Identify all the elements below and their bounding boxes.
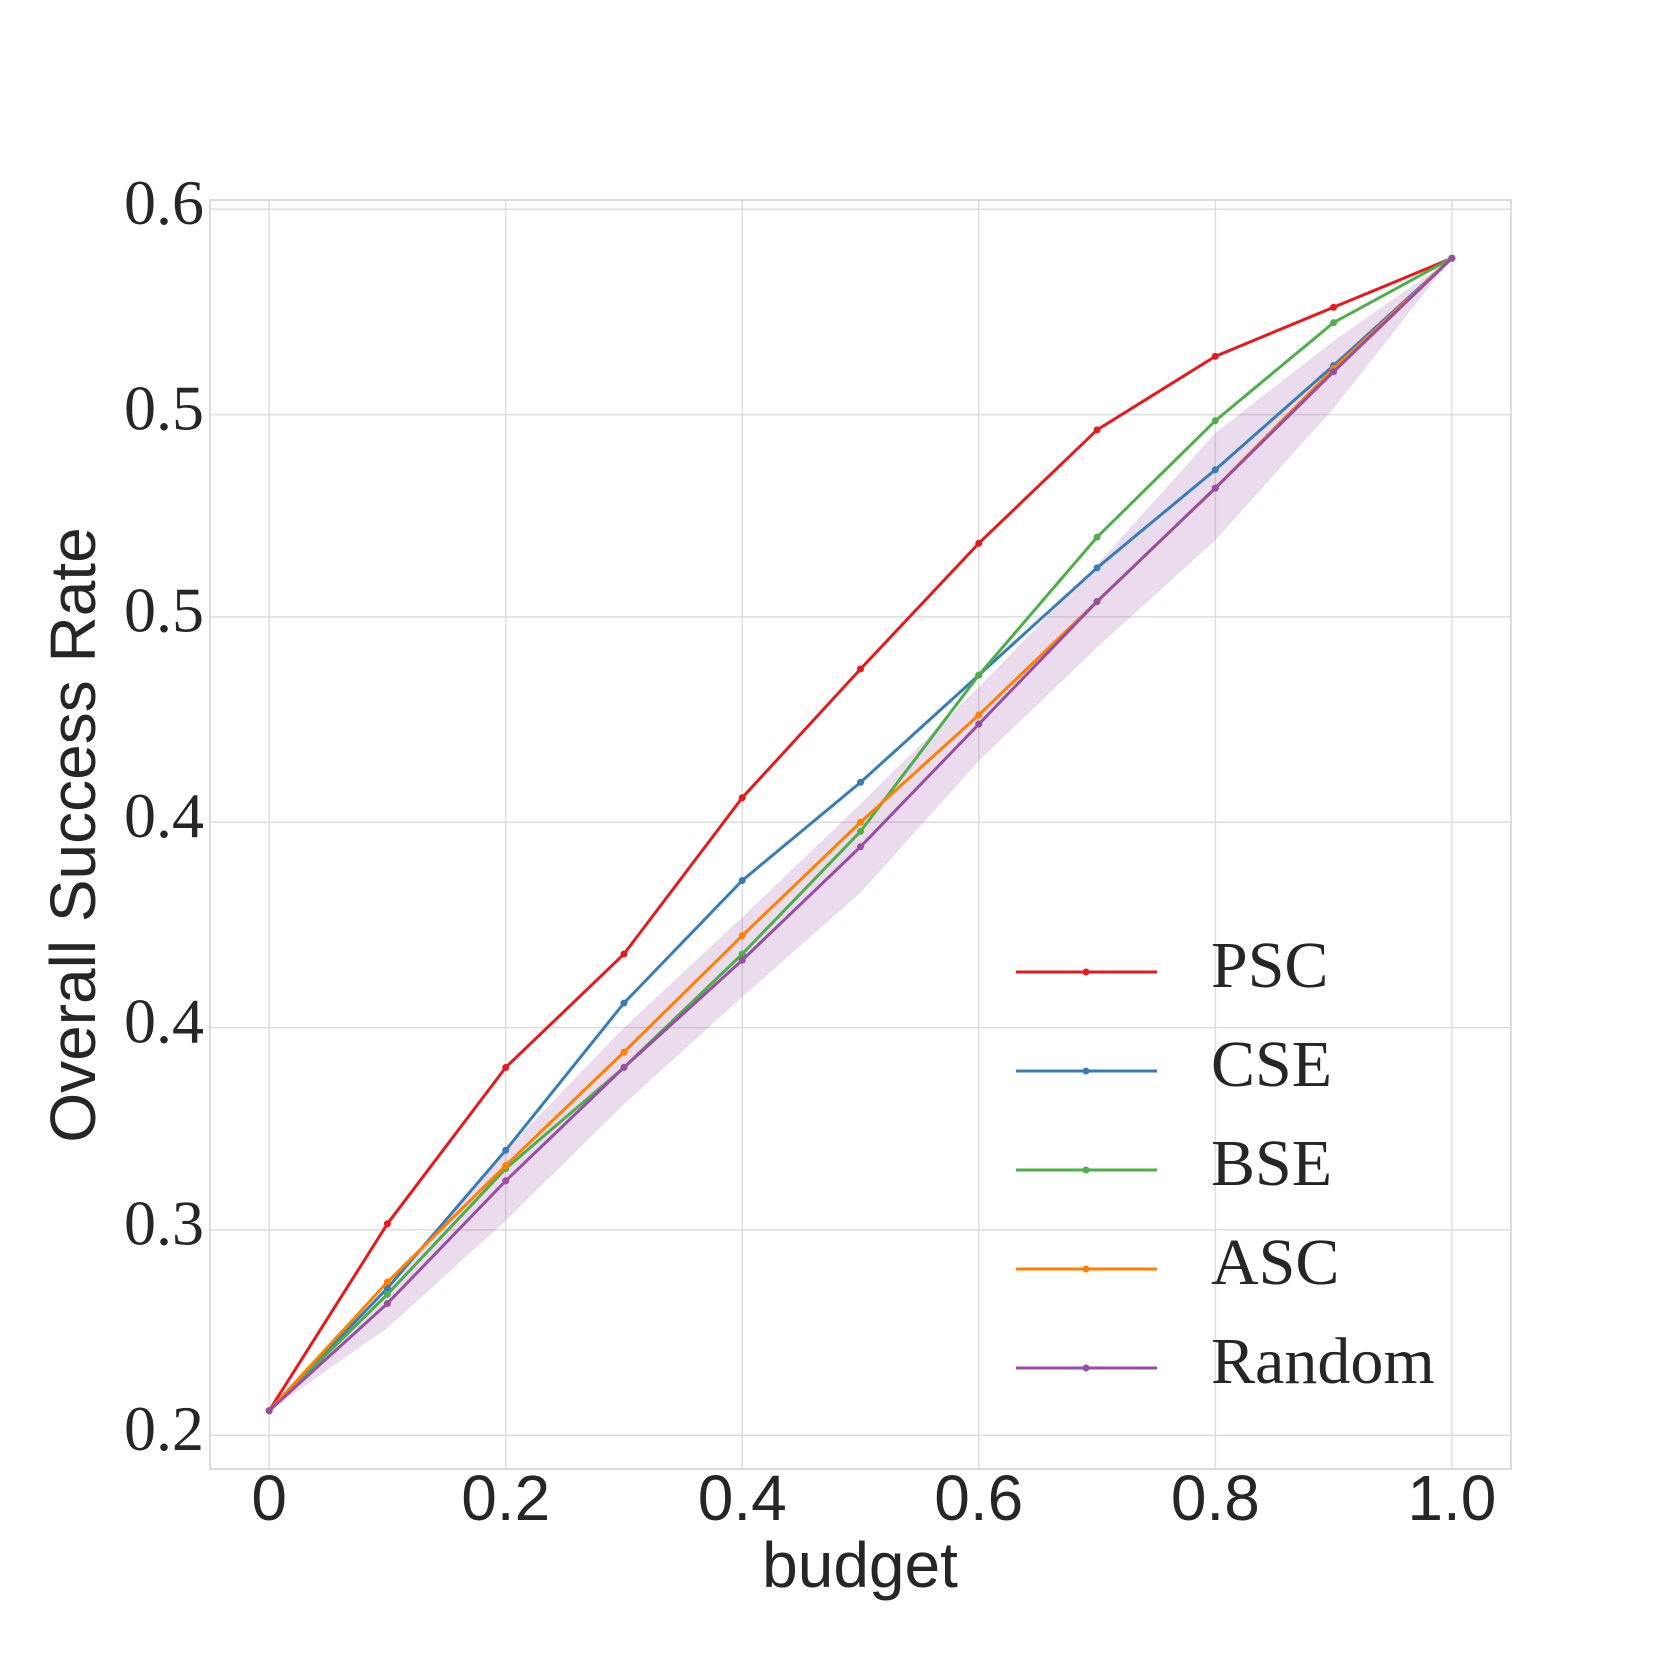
series-marker [857, 778, 864, 786]
series-marker [620, 950, 628, 958]
legend-label: CSE [1211, 1028, 1332, 1101]
x-tick-label: 0.8 [1171, 1462, 1260, 1534]
series-marker [265, 1407, 273, 1415]
legend-label: Random [1211, 1325, 1435, 1398]
series-marker [1211, 352, 1219, 360]
y-tick-label: 0.5 [124, 372, 204, 443]
series-marker [1330, 368, 1338, 376]
legend-marker [1082, 1265, 1090, 1273]
series-marker [502, 1063, 510, 1071]
x-tick-label: 1.0 [1407, 1462, 1496, 1534]
series-marker [383, 1284, 391, 1292]
series-marker [1448, 254, 1456, 262]
y-tick-label: 0.4 [124, 780, 204, 851]
y-tick-label: 0.6 [124, 167, 204, 238]
series-marker [857, 665, 864, 673]
y-tick-label: 0.2 [124, 1393, 204, 1464]
series-marker [857, 818, 864, 826]
series-marker [1093, 598, 1101, 606]
x-axis-label: budget [762, 1529, 958, 1601]
series-marker [620, 1048, 628, 1056]
series-marker [383, 1278, 391, 1286]
series-marker [1093, 533, 1101, 541]
legend-marker [1082, 1067, 1090, 1075]
series-marker [975, 671, 983, 679]
legend-label: PSC [1211, 929, 1328, 1002]
y-axis-label: Overall Success Rate [37, 527, 109, 1142]
y-tick-label: 0.5 [124, 575, 204, 646]
legend-marker [1082, 968, 1090, 976]
series-marker [1093, 426, 1101, 434]
series-marker [502, 1177, 510, 1185]
series-marker [857, 827, 864, 835]
series-marker [738, 932, 746, 940]
legend-label: ASC [1211, 1226, 1339, 1299]
series-marker [738, 956, 746, 964]
series-marker [383, 1290, 391, 1298]
series-marker [1330, 319, 1338, 327]
series-marker [502, 1162, 510, 1170]
series-marker [738, 950, 746, 958]
y-tick-label: 0.4 [124, 985, 204, 1056]
y-tick-label: 0.3 [124, 1188, 204, 1259]
series-marker [1093, 564, 1101, 572]
x-tick-label: 0.2 [461, 1462, 550, 1534]
x-tick-label: 0 [251, 1462, 287, 1534]
series-marker [1211, 466, 1219, 474]
series-marker [738, 876, 746, 884]
x-tick-label: 0.6 [934, 1462, 1023, 1534]
series-marker [620, 999, 628, 1007]
series-marker [383, 1299, 391, 1307]
series-marker [857, 843, 864, 851]
x-tick-label: 0.4 [698, 1462, 787, 1534]
series-marker [738, 794, 746, 802]
legend-marker [1082, 1166, 1090, 1174]
legend-marker [1082, 1364, 1090, 1372]
series-marker [383, 1220, 391, 1228]
series-marker [1211, 417, 1219, 425]
series-marker [975, 711, 983, 719]
series-marker [1211, 484, 1219, 492]
legend-label: BSE [1211, 1127, 1332, 1200]
series-marker [502, 1146, 510, 1154]
series-marker [620, 1063, 628, 1071]
series-marker [975, 539, 983, 547]
series-marker [975, 720, 983, 728]
series-marker [1330, 303, 1338, 311]
